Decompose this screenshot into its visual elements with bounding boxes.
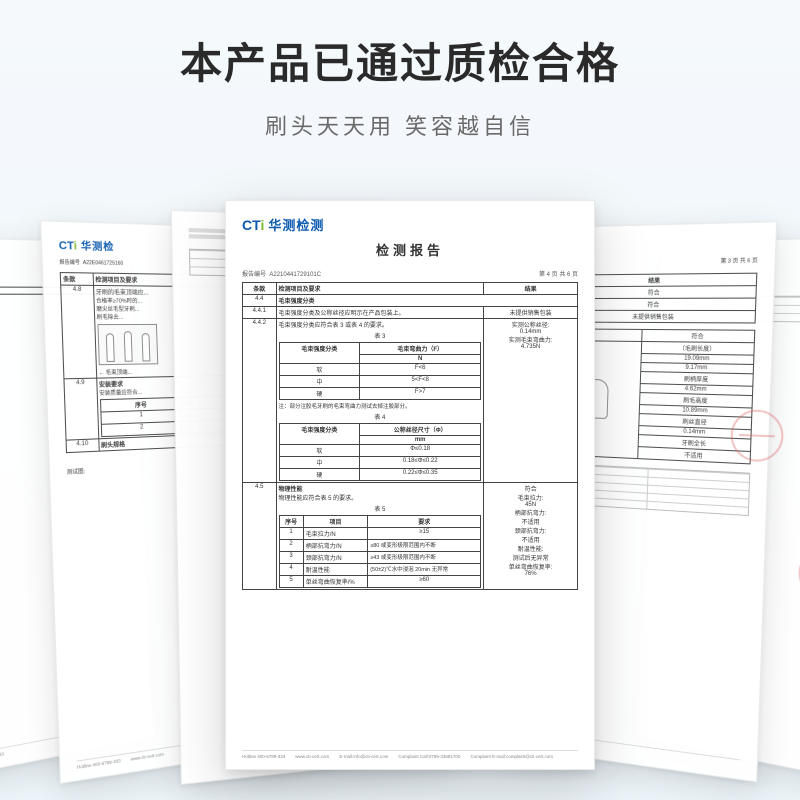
table-row: 2柄部抗弯力/N≥80 或变形极限范围内不断 bbox=[279, 540, 481, 552]
table-row: 5单丝弯曲恢复率/%≥60 bbox=[279, 576, 481, 588]
cti-logo-cn: 华测检测 bbox=[268, 218, 324, 233]
main-report-document: CTi华测检测 检测报告 报告编号 A2210441729101C 第 4 页 … bbox=[225, 200, 595, 770]
table-row: 硬0.22≤Φ≤0.35 bbox=[279, 469, 481, 481]
table-row: 软F<6 bbox=[279, 364, 481, 376]
headline: 本产品已通过质检合格 bbox=[0, 0, 800, 91]
table-row: 硬F>7 bbox=[279, 388, 481, 400]
subheadline: 刷头天天用 笑容越自信 bbox=[0, 109, 800, 141]
table-5: 序号 项目 要求 1毛束拉力/N≥15 2柄部抗弯力/N≥80 或变形极限范围内… bbox=[279, 515, 482, 588]
main-report-table: 条款 检测项目及要求 结果 4.4 毛束强度分类 4.4.1 毛束强度分类及公称… bbox=[242, 282, 578, 590]
table-row: 4耐温性能(50±2)℃水中浸泡 20min 无异常 bbox=[279, 564, 481, 576]
table-4: 毛束强度分类 公称丝径尺寸（Φ） mm 软Φ≤0.18 中0.18≤Φ≤0.22… bbox=[279, 423, 482, 481]
table-row: 中5<F<8 bbox=[279, 376, 481, 388]
report-meta: 报告编号 A2210441729101C 第 4 页 共 6 页 bbox=[242, 269, 578, 278]
table-row: 软Φ≤0.18 bbox=[279, 445, 481, 457]
bristle-diagram-icon bbox=[97, 324, 158, 365]
table-row: 1毛束拉力/N≥15 bbox=[279, 528, 481, 540]
report-title: 检测报告 bbox=[242, 240, 578, 259]
table-row: 中0.18≤Φ≤0.22 bbox=[279, 457, 481, 469]
table-3: 毛束强度分类 毛束弯曲力（F） N 软F<6 中5<F<8 硬F>7 bbox=[279, 342, 482, 400]
document-stage: CTi华测 报告编号 A22E041... 测试要求 中华人民共和国国家... … bbox=[0, 170, 800, 800]
table-row: 3颈部抗弯力/N≥43 或变形极限范围内不断 bbox=[279, 552, 481, 564]
cti-logo: CTi华测检测 bbox=[242, 215, 578, 234]
doc-footer: Hotline 400-6789-333 www.cti-cert.com E-… bbox=[242, 750, 578, 759]
